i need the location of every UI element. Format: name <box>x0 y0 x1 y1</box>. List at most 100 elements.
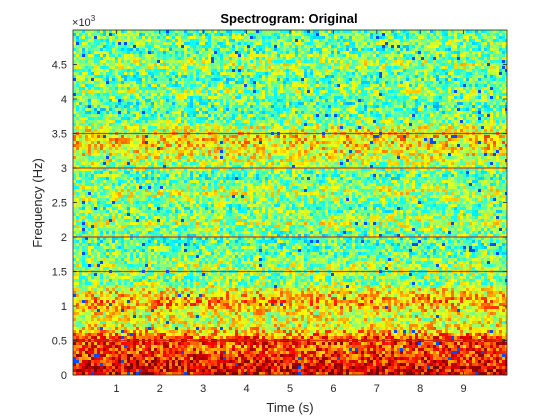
heatmap-cell <box>295 48 298 51</box>
heatmap-cell <box>79 42 82 45</box>
heatmap-cell <box>316 60 319 63</box>
heatmap-cell <box>406 57 409 60</box>
heatmap-cell <box>226 45 229 48</box>
heatmap-cell <box>184 45 187 48</box>
heatmap-cell <box>277 78 280 81</box>
heatmap-cell <box>271 33 274 36</box>
heatmap-cell <box>160 39 163 42</box>
heatmap-cell <box>82 60 85 63</box>
heatmap-cell <box>301 30 304 33</box>
heatmap-cell <box>133 48 136 51</box>
heatmap-cell <box>112 75 115 78</box>
heatmap-cell <box>250 48 253 51</box>
heatmap-cell <box>298 60 301 63</box>
heatmap-cell <box>469 45 472 48</box>
heatmap-cell <box>304 66 307 69</box>
heatmap-cell <box>115 66 118 69</box>
heatmap-cell <box>406 66 409 69</box>
heatmap-cell <box>229 45 232 48</box>
heatmap-cell <box>211 51 214 54</box>
heatmap-cell <box>82 36 85 39</box>
heatmap-cell <box>259 66 262 69</box>
heatmap-cell <box>121 78 124 81</box>
heatmap-cell <box>478 48 481 51</box>
heatmap-cell <box>160 60 163 63</box>
heatmap-cell <box>223 33 226 36</box>
heatmap-cell <box>427 39 430 42</box>
heatmap-cell <box>286 45 289 48</box>
heatmap-cell <box>319 57 322 60</box>
heatmap-cell <box>244 45 247 48</box>
heatmap-cell <box>499 30 502 33</box>
heatmap-cell <box>205 36 208 39</box>
heatmap-cell <box>241 60 244 63</box>
heatmap-cell <box>319 66 322 69</box>
heatmap-cell <box>367 39 370 42</box>
heatmap-cell <box>109 30 112 33</box>
heatmap-cell <box>466 60 469 63</box>
heatmap-cell <box>229 66 232 69</box>
heatmap-cell <box>376 72 379 75</box>
heatmap-cell <box>358 48 361 51</box>
heatmap-cell <box>163 36 166 39</box>
heatmap-cell <box>415 36 418 39</box>
heatmap-cell <box>73 66 76 69</box>
heatmap-cell <box>133 54 136 57</box>
heatmap-cell <box>376 54 379 57</box>
heatmap-cell <box>136 36 139 39</box>
heatmap-cell <box>181 72 184 75</box>
heatmap-cell <box>421 39 424 42</box>
heatmap-cell <box>490 60 493 63</box>
heatmap-cell <box>397 30 400 33</box>
heatmap-cell <box>454 33 457 36</box>
heatmap-cell <box>487 42 490 45</box>
heatmap-cell <box>208 51 211 54</box>
heatmap-cell <box>214 48 217 51</box>
heatmap-cell <box>175 78 178 81</box>
heatmap-cell <box>289 69 292 72</box>
heatmap-cell <box>346 51 349 54</box>
heatmap-cell <box>91 72 94 75</box>
heatmap-cell <box>397 51 400 54</box>
heatmap-cell <box>457 60 460 63</box>
heatmap-cell <box>322 36 325 39</box>
heatmap-cell <box>322 60 325 63</box>
heatmap-cell <box>127 78 130 81</box>
heatmap-cell <box>238 48 241 51</box>
heatmap-cell <box>244 57 247 60</box>
heatmap-cell <box>142 66 145 69</box>
heatmap-cell <box>361 33 364 36</box>
heatmap-cell <box>487 66 490 69</box>
heatmap-cell <box>127 57 130 60</box>
heatmap-cell <box>388 60 391 63</box>
heatmap-cell <box>175 72 178 75</box>
heatmap-cell <box>334 30 337 33</box>
heatmap-cell <box>136 33 139 36</box>
heatmap-cell <box>100 69 103 72</box>
heatmap-cell <box>259 75 262 78</box>
heatmap-cell <box>409 45 412 48</box>
heatmap-cell <box>184 51 187 54</box>
heatmap-cell <box>271 57 274 60</box>
heatmap-cell <box>334 51 337 54</box>
heatmap-cell <box>103 54 106 57</box>
heatmap-cell <box>235 30 238 33</box>
heatmap-cell <box>253 78 256 81</box>
heatmap-cell <box>382 30 385 33</box>
heatmap-cell <box>94 75 97 78</box>
heatmap-cell <box>286 75 289 78</box>
heatmap-cell <box>301 45 304 48</box>
heatmap-cell <box>211 48 214 51</box>
heatmap-cell <box>163 45 166 48</box>
heatmap-cell <box>346 33 349 36</box>
heatmap-cell <box>100 63 103 66</box>
heatmap-cell <box>247 54 250 57</box>
heatmap-cell <box>193 57 196 60</box>
heatmap-cell <box>322 72 325 75</box>
heatmap-cell <box>373 51 376 54</box>
heatmap-cell <box>127 51 130 54</box>
heatmap-cell <box>286 30 289 33</box>
heatmap-cell <box>355 66 358 69</box>
heatmap-cell <box>166 42 169 45</box>
heatmap-cell <box>388 51 391 54</box>
